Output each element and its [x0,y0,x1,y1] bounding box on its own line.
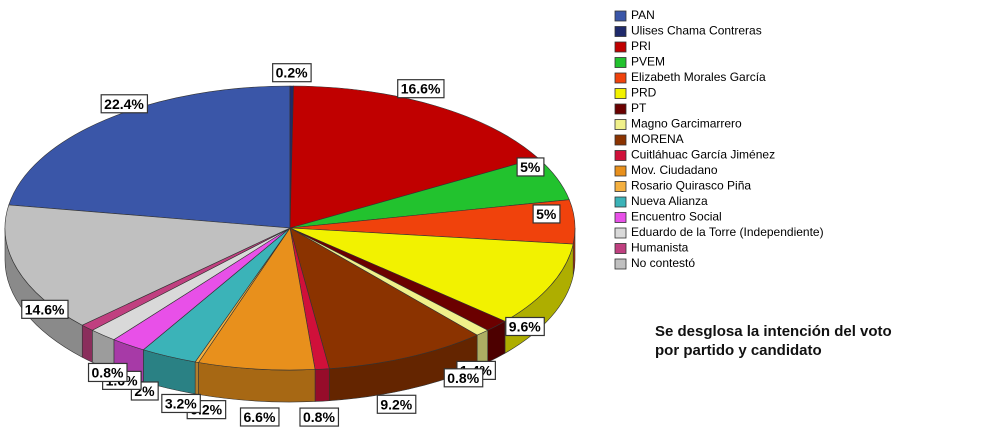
pie-slice [289,227,478,369]
data-label: 22.4% [104,96,144,112]
data-label: 0.8% [303,409,335,425]
data-label: 5% [536,206,557,222]
legend-swatch [614,72,627,84]
data-label: 9.2% [380,396,412,412]
data-label: 9.6% [509,318,541,334]
legend-label: Cuitláhuac García Jiménez [631,148,775,162]
legend-swatch [614,196,627,208]
data-label-box [532,204,561,224]
data-label-box [272,63,312,83]
pie-slice [8,85,291,229]
legend-label: PT [631,101,647,115]
data-label-box [239,407,280,427]
data-label-box [443,368,484,388]
data-label: 14.6% [25,301,65,317]
pie-side [194,361,199,395]
data-label-box [161,393,201,414]
legend-label: PVEM [631,55,665,69]
pie-labels: 22.4%0.2%16.6%5%5%9.6%1.4%0.8%9.2%0.8%6.… [21,63,561,427]
data-label-box [100,94,149,114]
legend-label: Ulises Chama Contreras [631,24,762,38]
legend-label: PAN [631,8,655,22]
pie-side [81,324,93,363]
data-label: 6.6% [243,409,275,425]
legend-label: Eduardo de la Torre (Independiente) [631,225,824,239]
legend-label: Elizabeth Morales García [631,70,766,84]
legend-swatch [614,103,627,115]
data-label-box [397,79,445,99]
data-label-box [299,407,340,427]
data-label: 5% [520,159,541,175]
legend-swatch [614,26,627,37]
pie-slice [198,227,316,371]
legend-swatch [614,258,627,270]
data-label-box [87,362,128,383]
legend-swatch [614,41,627,53]
annotation: Se desglosa la intención del voto por pa… [655,323,892,359]
legend-swatch [614,119,627,130]
data-label: 16.6% [401,81,441,97]
data-label: 0.8% [447,370,479,386]
legend-swatch [614,10,627,22]
legend-label: MORENA [631,132,684,146]
legend-swatch [614,88,627,99]
data-label: 0.2% [276,65,308,81]
data-label-box [376,394,417,414]
pie-side [314,368,330,402]
data-label-box [516,157,545,177]
legend-swatch [614,227,627,239]
pie-slice [289,85,539,229]
data-label: 3.2% [165,395,197,411]
legend-swatch [614,212,627,223]
legend-label: Mov. Ciudadano [631,163,718,177]
legend-label: PRD [631,86,657,100]
legend-label: No contestó [631,256,695,270]
legend-label: Rosario Quirasco Piña [631,179,751,193]
legend-swatch [614,165,627,177]
data-label: 0.8% [92,364,124,380]
data-label-box [21,299,69,319]
legend-swatch [614,134,627,146]
legend-swatch [614,181,627,192]
data-label-box [505,316,545,337]
pie-tops [4,85,576,371]
legend-label: Nueva Alianza [631,194,708,208]
legend-label: Encuentro Social [631,210,722,224]
legend-label: Humanista [631,241,689,255]
legend-label: Magno Garcimarrero [631,117,742,131]
legend-swatch [614,57,627,68]
legend-swatch [614,150,627,161]
legend-swatch [614,243,627,254]
legend-label: PRI [631,39,651,53]
